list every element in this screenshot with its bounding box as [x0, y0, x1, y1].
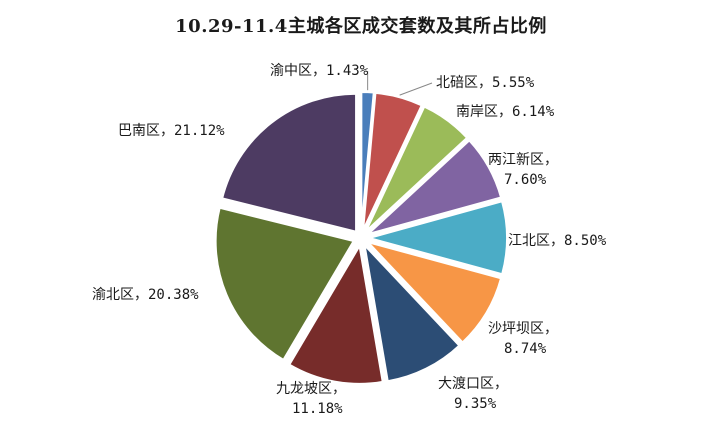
leader-line-2: [399, 82, 433, 96]
chart-title: 10.29-11.4主城各区成交套数及其所占比例: [175, 16, 547, 37]
slice-label-1: 渝中区，1.43%: [270, 63, 369, 79]
slice-label-2: 北碚区，5.55%: [436, 75, 535, 91]
pie-slice-10: [220, 92, 358, 233]
pie-slice-2: [362, 91, 424, 231]
slice-label-7: 大渡口区， 9.35%: [438, 376, 508, 412]
slice-label-4: 两江新区， 7.60%: [488, 152, 558, 188]
pie-slice-1: [360, 91, 375, 231]
slice-label-5: 江北区，8.50%: [508, 233, 607, 249]
pie-slice-3: [364, 105, 469, 233]
slice-label-3: 南岸区，6.14%: [456, 104, 555, 120]
slice-label-8: 九龙坡区， 11.18%: [276, 381, 346, 417]
slice-label-10: 巴南区，21.12%: [118, 123, 225, 139]
pie-slice-7: [363, 242, 461, 383]
pie-slice-5: [365, 200, 508, 276]
slice-label-9: 渝北区，20.38%: [92, 287, 199, 303]
slice-label-6: 沙坪坝区， 8.74%: [488, 321, 558, 357]
pie-slice-6: [364, 240, 503, 344]
pie-slice-9: [214, 206, 356, 362]
pie-slice-8: [287, 243, 384, 385]
pie-slice-4: [367, 139, 503, 236]
